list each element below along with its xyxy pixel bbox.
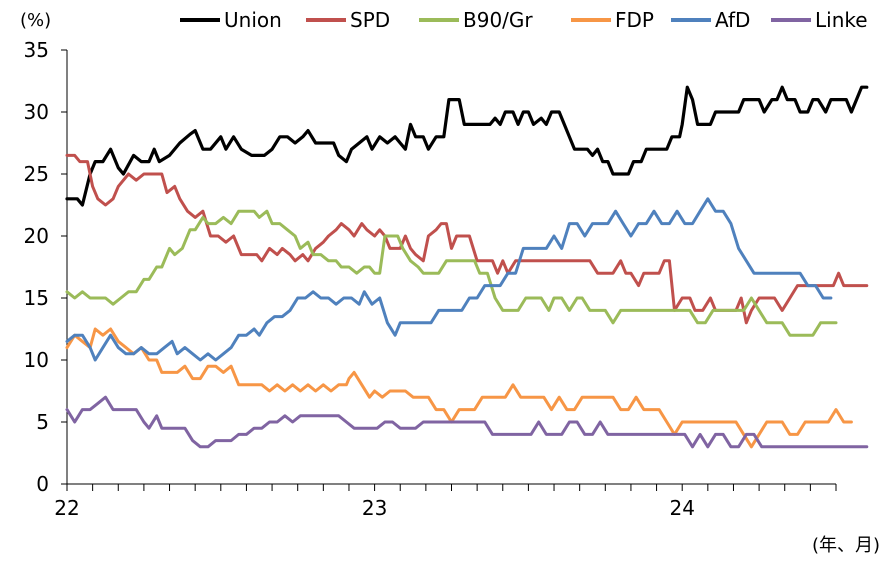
y-tick-label: 30	[24, 100, 49, 124]
y-tick-label: 35	[24, 38, 49, 62]
legend-label-linke: Linke	[815, 8, 868, 32]
legend-label-afd: AfD	[715, 8, 750, 32]
x-axis-title: (年、月)	[812, 535, 880, 556]
legend-label-b90-gr: B90/Gr	[463, 8, 533, 32]
legend-label-fdp: FDP	[615, 8, 654, 32]
y-axis-title: (%)	[20, 10, 51, 31]
legend: Union SPD B90/Gr FDP AfD Linke	[180, 8, 868, 32]
x-tick-label: 23	[362, 496, 387, 520]
legend-label-union: Union	[224, 8, 282, 32]
series-line-linke	[65, 395, 869, 449]
series-line-afd	[65, 197, 833, 362]
x-tick-label: 24	[669, 496, 694, 520]
y-axis: 0 5 10 15 20 25 30 35	[24, 38, 68, 496]
y-tick-label: 0	[36, 472, 49, 496]
y-tick-label: 25	[24, 162, 49, 186]
series-line-union	[65, 85, 869, 207]
series-layer	[65, 85, 869, 449]
y-tick-label: 15	[24, 286, 49, 310]
y-tick-label: 10	[24, 348, 49, 372]
series-line-b90-gr	[65, 209, 838, 337]
x-tick-label: 22	[54, 496, 79, 520]
y-tick-label: 20	[24, 224, 49, 248]
y-tick-label: 5	[36, 410, 49, 434]
x-axis: 22 23 24	[54, 483, 837, 520]
legend-label-spd: SPD	[350, 8, 390, 32]
